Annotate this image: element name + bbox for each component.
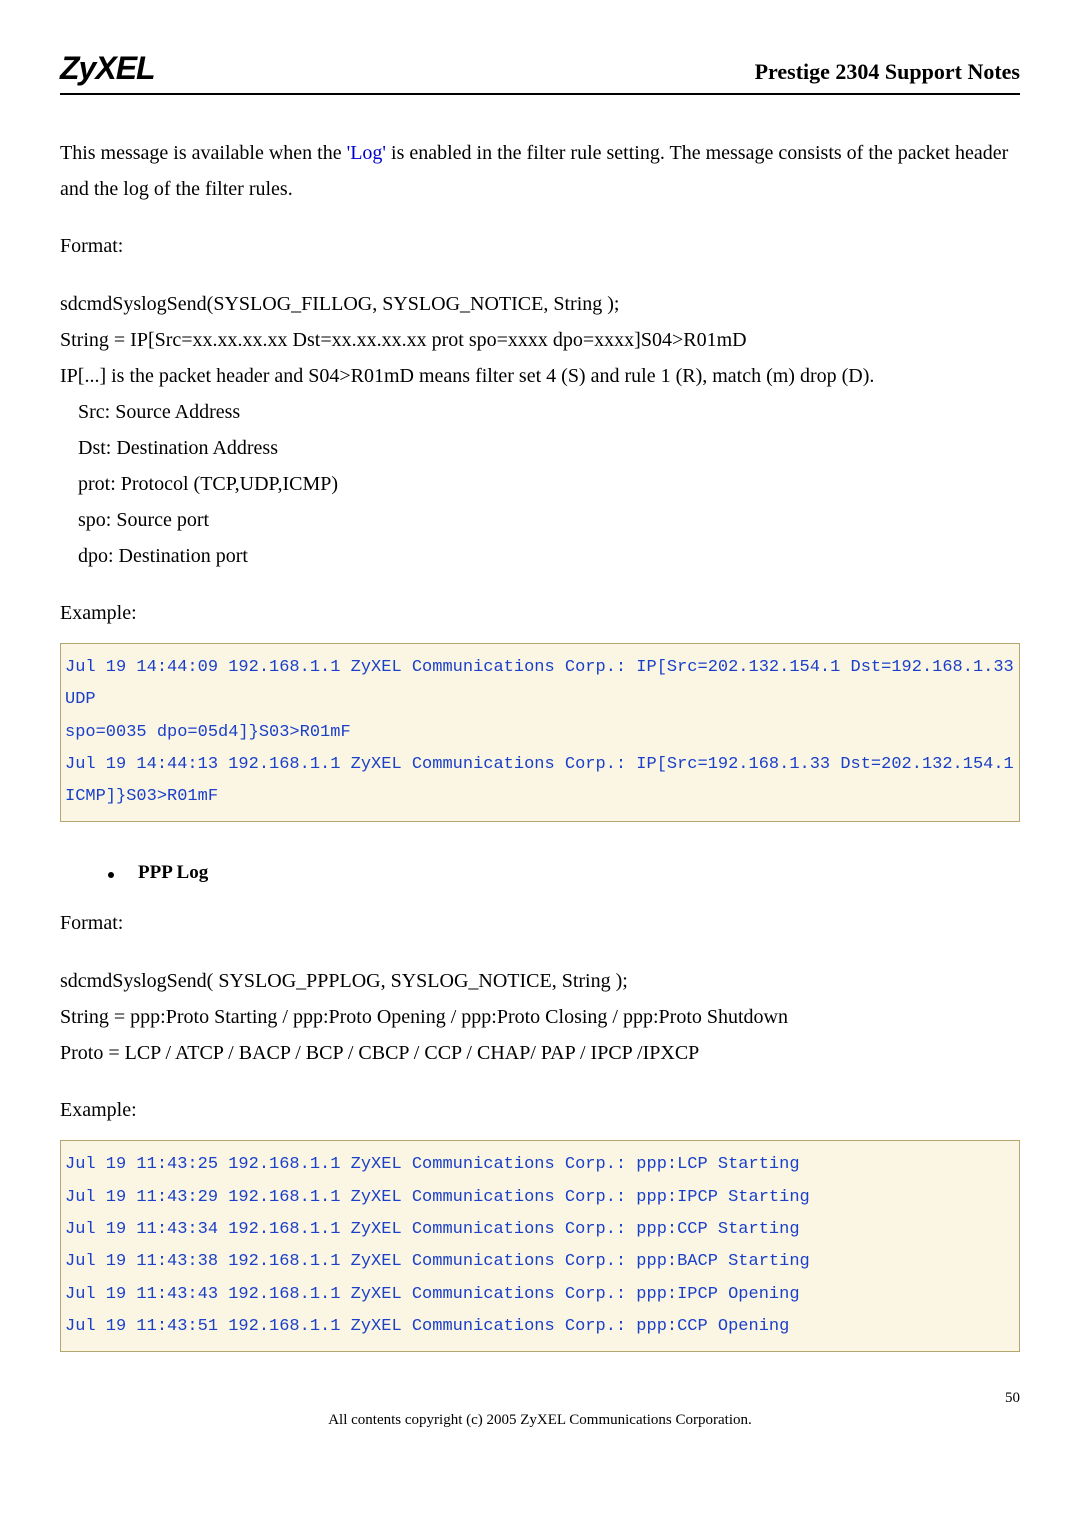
code2-line6: Jul 19 11:43:51 192.168.1.1 ZyXEL Commun… <box>65 1311 1015 1343</box>
filter-line-7: spo: Source port <box>60 502 1020 538</box>
code2-line1: Jul 19 11:43:25 192.168.1.1 ZyXEL Commun… <box>65 1149 1015 1181</box>
filter-line-6: prot: Protocol (TCP,UDP,ICMP) <box>60 466 1020 502</box>
code-block-2: Jul 19 11:43:25 192.168.1.1 ZyXEL Commun… <box>60 1140 1020 1352</box>
code1-line3: Jul 19 14:44:13 192.168.1.1 ZyXEL Commun… <box>65 749 1015 781</box>
ppp-format-block: sdcmdSyslogSend( SYSLOG_PPPLOG, SYSLOG_N… <box>60 963 1020 1071</box>
code1-line2: spo=0035 dpo=05d4]}S03>R01mF <box>65 717 1015 749</box>
code2-line2: Jul 19 11:43:29 192.168.1.1 ZyXEL Commun… <box>65 1182 1015 1214</box>
format-label-2: Format: <box>60 912 1020 935</box>
header-title: Prestige 2304 Support Notes <box>755 59 1020 85</box>
ppp-format-line2: String = ppp:Proto Starting / ppp:Proto … <box>60 999 1020 1035</box>
code-block-1: Jul 19 14:44:09 192.168.1.1 ZyXEL Commun… <box>60 643 1020 822</box>
page-container: ZyXEL Prestige 2304 Support Notes This m… <box>0 0 1080 1459</box>
filter-line-5: Dst: Destination Address <box>60 430 1020 466</box>
code1-line1: Jul 19 14:44:09 192.168.1.1 ZyXEL Commun… <box>65 652 1015 717</box>
example-label-1: Example: <box>60 602 1020 625</box>
example-label-2: Example: <box>60 1099 1020 1122</box>
footer: 50 All contents copyright (c) 2005 ZyXEL… <box>60 1412 1020 1429</box>
bullet-icon <box>108 872 114 878</box>
format-label-1: Format: <box>60 235 1020 258</box>
filter-line-2: String = IP[Src=xx.xx.xx.xx Dst=xx.xx.xx… <box>60 322 1020 358</box>
page-number: 50 <box>1005 1390 1020 1407</box>
code2-line5: Jul 19 11:43:43 192.168.1.1 ZyXEL Commun… <box>65 1279 1015 1311</box>
log-link[interactable]: 'Log' <box>347 142 386 164</box>
ppp-heading-row: PPP Log <box>60 862 1020 884</box>
filter-line-8: dpo: Destination port <box>60 538 1020 574</box>
filter-line-3: IP[...] is the packet header and S04>R01… <box>60 358 1020 394</box>
ppp-format-line1: sdcmdSyslogSend( SYSLOG_PPPLOG, SYSLOG_N… <box>60 963 1020 999</box>
code2-line3: Jul 19 11:43:34 192.168.1.1 ZyXEL Commun… <box>65 1214 1015 1246</box>
intro-paragraph: This message is available when the 'Log'… <box>60 135 1020 207</box>
ppp-log-heading: PPP Log <box>138 862 208 883</box>
ppp-format-line3: Proto = LCP / ATCP / BACP / BCP / CBCP /… <box>60 1035 1020 1071</box>
intro-prefix: This message is available when the <box>60 142 347 164</box>
code2-line4: Jul 19 11:43:38 192.168.1.1 ZyXEL Commun… <box>65 1246 1015 1278</box>
copyright-text: All contents copyright (c) 2005 ZyXEL Co… <box>60 1412 1020 1429</box>
page-header: ZyXEL Prestige 2304 Support Notes <box>60 50 1020 95</box>
code1-line4: ICMP]}S03>R01mF <box>65 781 1015 813</box>
filter-format-block: sdcmdSyslogSend(SYSLOG_FILLOG, SYSLOG_NO… <box>60 286 1020 574</box>
filter-line-1: sdcmdSyslogSend(SYSLOG_FILLOG, SYSLOG_NO… <box>60 286 1020 322</box>
logo: ZyXEL <box>60 50 155 87</box>
filter-line-4: Src: Source Address <box>60 394 1020 430</box>
